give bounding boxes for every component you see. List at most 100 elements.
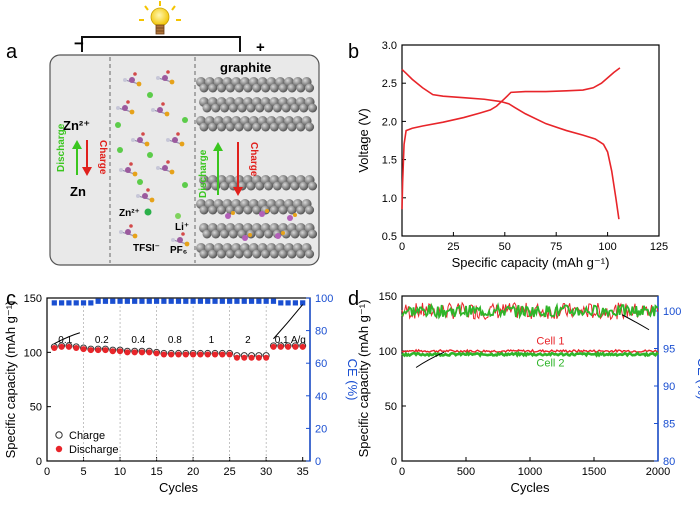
rate-label: 2: [245, 335, 251, 346]
x-tick-label: 100: [598, 241, 616, 253]
li-ion: [137, 179, 143, 185]
graphite-atom: [234, 205, 244, 215]
atom-f: [156, 76, 160, 80]
ce-point: [263, 298, 269, 304]
ce-point: [292, 300, 298, 306]
panel-label-b: b: [348, 41, 359, 63]
intercalated-ion: [242, 235, 248, 241]
arrow-to-capacity: [415, 351, 445, 368]
legend-charge-marker: [55, 431, 63, 439]
graphite-atom: [208, 249, 218, 259]
y2-tick-label: 0: [315, 456, 321, 468]
graphite-atom: [246, 103, 256, 113]
ce-point: [139, 298, 145, 304]
atom-p: [142, 193, 148, 199]
discharge-point: [204, 351, 211, 358]
x-tick-label: 10: [114, 466, 126, 478]
ce-point: [124, 298, 130, 304]
discharge-point: [153, 350, 160, 357]
graphite-atom: [305, 83, 315, 93]
x-tick-label: 0: [399, 241, 405, 253]
x-axis-label: Specific capacity (mAh g⁻¹): [452, 255, 610, 270]
graphite-atom: [220, 103, 230, 113]
ce-point: [110, 298, 116, 304]
graphite-atom: [264, 181, 274, 191]
panel-d: d 0 500 1000 1500 2000 0 50 100 150 Cycles Specifi…: [348, 288, 700, 495]
graphite-atom: [290, 229, 300, 239]
atom-p: [177, 237, 183, 243]
legend-discharge-marker: [55, 445, 63, 453]
graphite-atom: [255, 103, 265, 113]
ce-point: [197, 298, 204, 304]
ce-point: [66, 300, 72, 306]
graphite-atom: [287, 205, 297, 215]
atom-s: [164, 111, 170, 117]
x-axis-label: Cycles: [510, 480, 550, 495]
intercalated-ion: [293, 213, 297, 217]
ce-point: [59, 300, 65, 306]
atom-p: [162, 75, 168, 81]
y-tick-label: 2.0: [382, 116, 397, 128]
graphite-atom: [296, 122, 306, 132]
discharge-point: [117, 348, 124, 355]
graphite-atom: [199, 249, 209, 259]
rate-label: 0.2: [95, 335, 109, 346]
atom-o: [133, 72, 137, 76]
ce-point: [248, 298, 255, 304]
ce-trace-2: [401, 302, 659, 320]
ce-point: [190, 298, 196, 304]
graphite-atom: [264, 103, 274, 113]
atom-o: [176, 132, 180, 136]
rate-label: 0.1 A/g: [275, 335, 306, 346]
y2-tick-label: 20: [315, 423, 327, 435]
x-axis-label: Cycles: [159, 480, 199, 495]
discharge-point: [51, 344, 58, 351]
graphite-atom: [199, 122, 209, 132]
graphite-atom: [299, 103, 309, 113]
ce-point: [132, 298, 138, 304]
y-tick-label: 100: [24, 347, 42, 359]
discharge-point: [124, 349, 131, 356]
graphite-atom: [287, 122, 297, 132]
graphite-atom: [246, 181, 256, 191]
atom-o: [129, 224, 133, 228]
ce-point: [161, 298, 167, 304]
graphite-atom: [261, 83, 271, 93]
x-tick-label: 30: [260, 466, 272, 478]
graphite-atom: [272, 103, 282, 113]
discharge-point: [241, 354, 248, 361]
atom-o: [126, 100, 130, 104]
y2-tick-label: 100: [663, 306, 681, 318]
discharge-point: [270, 343, 277, 350]
atom-o: [166, 70, 170, 74]
atom-f: [119, 230, 123, 234]
discharge-point: [212, 351, 219, 358]
panel-a: a − + Zn²⁺ Zn Discharge Charge: [6, 1, 320, 266]
graphite-atom: [252, 205, 262, 215]
charge-arrow-anode: [82, 140, 92, 176]
discharge-point: [146, 349, 153, 356]
graphite-atom: [199, 83, 209, 93]
graphite-atom: [281, 103, 291, 113]
ce-point: [205, 298, 211, 304]
graphite-atom: [202, 181, 212, 191]
li-ion: [147, 92, 153, 98]
graphite-atom: [261, 249, 271, 259]
x-tick-label: 125: [650, 241, 668, 253]
x-tick-label: 50: [499, 241, 511, 253]
discharge-label-anode: Discharge: [56, 123, 67, 172]
atom-s: [144, 141, 150, 147]
charge-arrow-cathode: [233, 142, 243, 196]
atom-s: [132, 171, 138, 177]
arrow-to-ce: [273, 304, 304, 340]
rate-label: 1: [209, 335, 215, 346]
y-tick-label: 2.5: [382, 78, 397, 90]
legend-pf6: PF₆: [170, 245, 187, 256]
graphite-atom: [225, 83, 235, 93]
y-tick-label: 150: [379, 291, 397, 303]
minus-terminal: −: [74, 34, 84, 53]
zn-ion-label: Zn²⁺: [63, 118, 90, 133]
x-tick-label: 0: [44, 466, 50, 478]
discharge-point: [131, 349, 138, 356]
